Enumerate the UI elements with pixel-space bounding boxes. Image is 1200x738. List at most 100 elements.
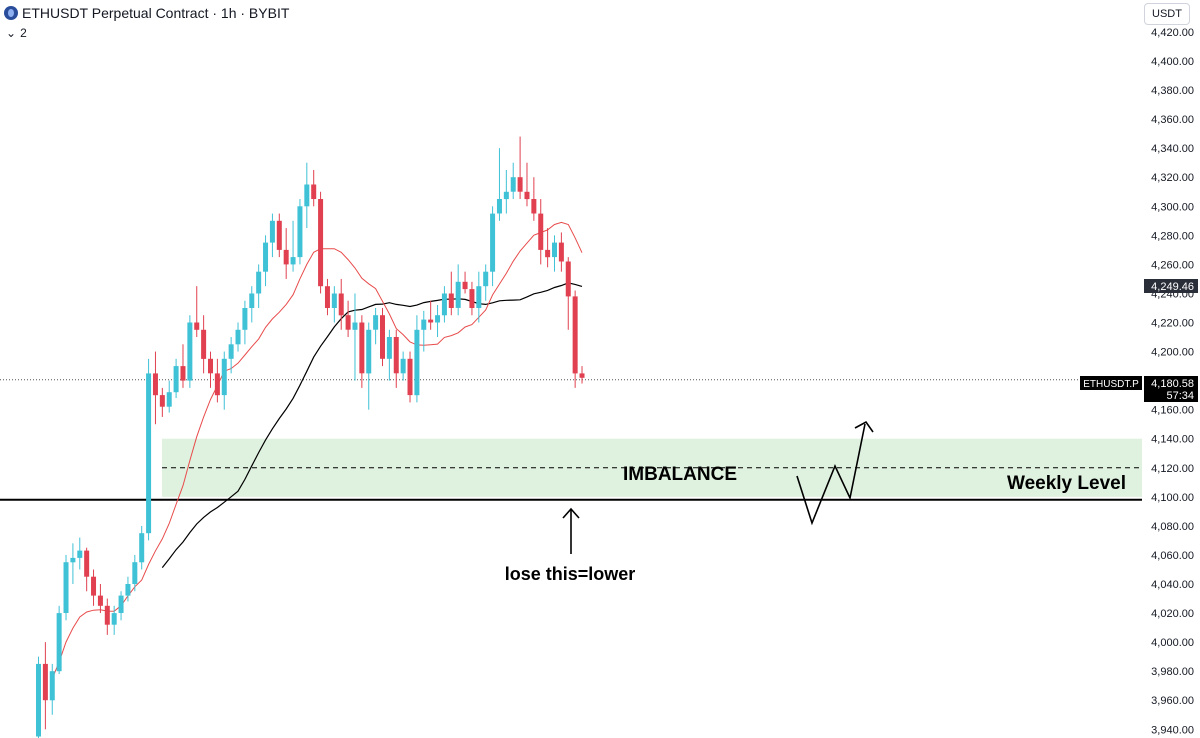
candle-body <box>132 562 138 584</box>
candle-body <box>421 319 427 330</box>
price-tick-label: 4,220.00 <box>1151 318 1194 330</box>
candle-body <box>173 366 179 393</box>
candle-body <box>373 315 379 330</box>
svg-text:4,180.58: 4,180.58 <box>1151 378 1194 390</box>
candle-body <box>125 584 131 596</box>
candle-body <box>386 337 392 359</box>
svg-text:ETHUSDT.P: ETHUSDT.P <box>1083 379 1139 390</box>
candle-body <box>352 322 358 330</box>
candle-body <box>414 329 420 396</box>
symbol-tag: ETHUSDT.P <box>1080 376 1142 390</box>
svg-text:57:34: 57:34 <box>1166 390 1194 402</box>
candle-body <box>49 671 55 701</box>
candle-body <box>56 613 62 672</box>
price-tick-label: 4,160.00 <box>1151 405 1194 417</box>
candle-body <box>70 557 76 563</box>
projection-path-icon <box>796 420 874 526</box>
candle-body <box>311 184 317 199</box>
candle-body <box>276 220 282 250</box>
candle-body <box>510 177 516 192</box>
candle-body <box>214 373 220 396</box>
candle-body <box>428 319 434 323</box>
candle-body <box>146 373 152 534</box>
chevron-down-icon: ⌄ <box>6 26 17 40</box>
exchange-logo-icon <box>4 6 18 20</box>
ma-fast-price-tag: 4,249.46 <box>1144 279 1198 293</box>
candle-body <box>517 177 523 192</box>
slow-moving-average <box>161 282 583 568</box>
candle-body <box>194 322 200 330</box>
candle-body <box>290 257 296 265</box>
candle-body <box>91 576 97 596</box>
price-tick-label: 4,200.00 <box>1151 347 1194 359</box>
price-tick-label: 4,040.00 <box>1151 579 1194 591</box>
chart-header: ETHUSDT Perpetual Contract · 1h · BYBIT <box>4 5 289 21</box>
candle-body <box>36 663 41 737</box>
price-tick-label: 4,260.00 <box>1151 259 1194 271</box>
price-tick-label: 4,100.00 <box>1151 492 1194 504</box>
imbalance-label: IMBALANCE <box>623 464 737 485</box>
candle-body <box>338 293 344 316</box>
candle-body <box>366 329 372 374</box>
candle-body <box>324 286 330 308</box>
price-tick-label: 4,400.00 <box>1151 56 1194 68</box>
up-arrow-icon <box>562 507 580 554</box>
weekly-level-label: Weekly Level <box>1007 473 1126 494</box>
candle-body <box>448 293 454 308</box>
price-tick-label: 3,940.00 <box>1151 724 1194 736</box>
candle-body <box>304 184 310 207</box>
candle-body <box>201 329 207 359</box>
candle-body <box>187 322 193 381</box>
candle-body <box>249 293 255 308</box>
price-tick-label: 4,380.00 <box>1151 85 1194 97</box>
fast-moving-average <box>51 221 583 679</box>
chart-title: ETHUSDT Perpetual Contract · 1h · BYBIT <box>22 5 290 21</box>
note-label: lose this=lower <box>505 564 636 584</box>
candle-body <box>152 373 158 396</box>
candle-body <box>180 366 186 381</box>
svg-text:4,249.46: 4,249.46 <box>1151 281 1194 293</box>
candle-body <box>558 242 564 262</box>
candle-body <box>476 286 482 308</box>
candle-body <box>42 663 48 701</box>
price-tick-label: 3,980.00 <box>1151 666 1194 678</box>
candle-body <box>483 271 489 287</box>
price-tick-label: 4,060.00 <box>1151 550 1194 562</box>
candle-body <box>552 242 557 258</box>
candle-body <box>331 293 337 308</box>
candle-body <box>345 315 351 330</box>
price-tick-label: 4,420.00 <box>1151 27 1194 39</box>
candle-body <box>545 249 551 258</box>
candle-body <box>97 595 103 606</box>
candle-body <box>84 550 90 577</box>
price-axis[interactable]: 4,420.00 4,400.00 4,380.00 4,360.00 4,340.00… <box>1151 27 1194 736</box>
candle-body <box>400 358 406 374</box>
indicator-count: 2 <box>20 26 27 40</box>
candle-body <box>435 315 441 323</box>
indicators-toggle[interactable]: ⌄ 2 <box>4 26 29 40</box>
candle-body <box>565 261 571 297</box>
candle-body <box>118 595 124 613</box>
price-tick-label: 4,080.00 <box>1151 521 1194 533</box>
candle-body <box>297 206 303 258</box>
candle-body <box>538 213 544 250</box>
candle-body <box>263 242 269 272</box>
candle-body <box>111 613 117 625</box>
candle-body <box>269 220 275 243</box>
currency-button[interactable]: USDT <box>1144 3 1190 25</box>
candle-body <box>104 605 110 625</box>
price-tick-label: 4,280.00 <box>1151 230 1194 242</box>
candle-body <box>380 315 385 359</box>
candle-body <box>407 358 413 396</box>
candle-body <box>221 358 227 396</box>
price-tick-label: 4,120.00 <box>1151 463 1194 475</box>
price-tick-label: 4,300.00 <box>1151 201 1194 213</box>
candle-body <box>572 296 578 374</box>
candle-body <box>139 533 145 563</box>
candle-body <box>228 344 234 359</box>
candle-body <box>159 395 165 407</box>
price-tick-label: 4,320.00 <box>1151 172 1194 184</box>
candle-body <box>441 293 447 316</box>
candle-body <box>283 249 289 265</box>
